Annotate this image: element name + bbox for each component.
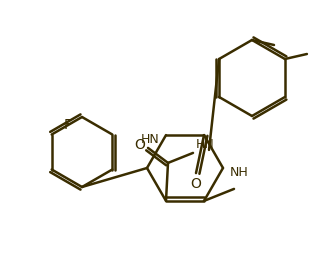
Text: O: O: [134, 138, 146, 152]
Text: F: F: [64, 118, 72, 132]
Text: HN: HN: [141, 133, 159, 146]
Text: HN: HN: [196, 138, 215, 152]
Text: O: O: [191, 177, 201, 191]
Text: NH: NH: [230, 165, 249, 178]
